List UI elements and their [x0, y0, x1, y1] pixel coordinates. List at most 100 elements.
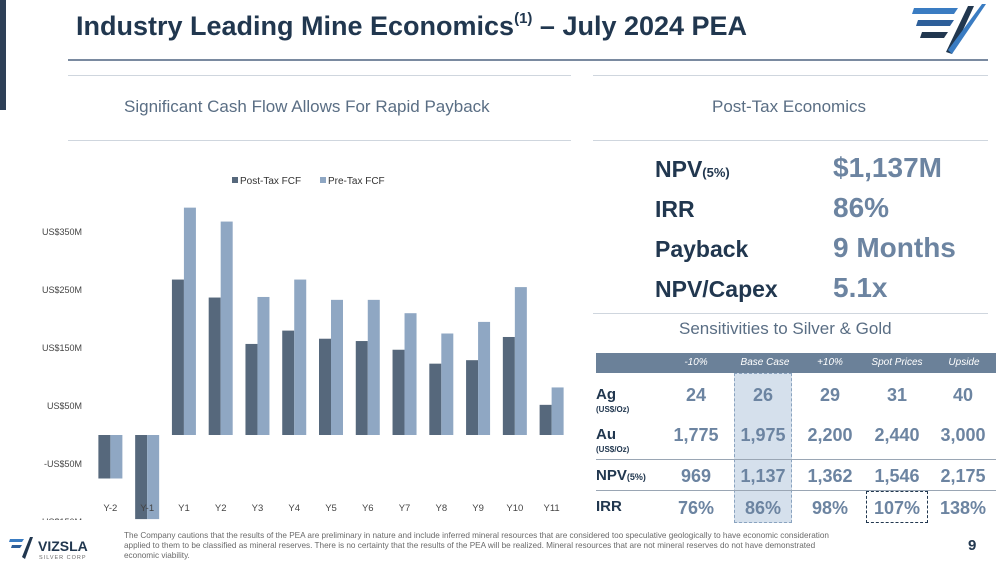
y-tick-label: US$50M — [47, 401, 82, 411]
table-cell: 40 — [952, 385, 974, 405]
disclaimer-text: The Company cautions that the results of… — [124, 531, 829, 560]
table-cell: 107% — [873, 498, 921, 518]
metric-label: NPV/Capex — [655, 276, 778, 302]
vizsla-logo-icon: VIZSLA SILVER CORP — [9, 537, 88, 561]
bar-pre-tax-y10 — [514, 287, 527, 435]
bar-post-tax-y8 — [429, 363, 442, 435]
col-header: -10% — [684, 357, 708, 368]
chart-section-heading: Significant Cash Flow Allows For Rapid P… — [124, 97, 490, 116]
col-header: Spot Prices — [871, 357, 923, 368]
right-head-rule — [593, 140, 988, 141]
x-tick-label: Y3 — [252, 503, 264, 514]
table-cell: 1,362 — [807, 466, 853, 486]
table-divider — [596, 490, 996, 491]
bar-pre-tax-y-1 — [147, 435, 160, 520]
col-header: +10% — [817, 357, 843, 368]
x-tick-label: Y6 — [362, 503, 374, 514]
y-tick-label: US$250M — [42, 285, 82, 295]
bar-pre-tax-y-2 — [110, 435, 123, 479]
logo-sub: SILVER CORP — [39, 555, 87, 561]
x-tick-label: Y1 — [178, 503, 190, 514]
metric-value: 9 Months — [833, 232, 956, 263]
bar-post-tax-y4 — [282, 330, 295, 435]
row-label-ag: Ag — [596, 386, 616, 403]
bar-post-tax-y2 — [208, 297, 221, 435]
table-cell: 1,546 — [874, 466, 920, 486]
table-cell: 29 — [819, 385, 841, 405]
col-header: Upside — [948, 357, 980, 368]
bar-post-tax-y11 — [539, 404, 552, 435]
bar-post-tax-y6 — [355, 341, 368, 435]
x-tick-label: Y11 — [544, 503, 560, 514]
bar-post-tax-y10 — [502, 336, 515, 435]
legend-label: Pre-Tax FCF — [328, 176, 385, 187]
bar-post-tax-y-2 — [98, 435, 111, 479]
table-cell: 3,000 — [940, 425, 986, 445]
right-top-rule — [593, 75, 988, 76]
bar-post-tax-y3 — [245, 343, 258, 435]
bar-pre-tax-y7 — [404, 313, 417, 435]
left-head-rule — [68, 140, 571, 141]
legend-swatch — [320, 177, 326, 183]
metric-value: 86% — [833, 192, 890, 223]
table-divider — [596, 459, 996, 460]
table-cell: 24 — [685, 385, 707, 405]
table-cell: 31 — [886, 385, 908, 405]
metric-npv: NPV(5%) $1,137M — [655, 152, 995, 192]
metric-npv-capex: NPV/Capex 5.1x — [655, 272, 995, 312]
x-tick-label: Y7 — [399, 503, 411, 514]
table-cell: 26 — [752, 385, 774, 405]
bar-post-tax-y1 — [171, 279, 184, 435]
economics-section-heading: Post-Tax Economics — [712, 97, 866, 116]
x-tick-label: Y10 — [506, 503, 523, 514]
table-cell: 138% — [939, 498, 987, 518]
x-tick-label: Y8 — [435, 503, 447, 514]
metric-label: NPV(5%) — [655, 156, 730, 182]
table-cell: 1,137 — [740, 466, 786, 486]
row-unit: (US$/Oz) — [596, 445, 630, 454]
base-case-highlight — [734, 373, 792, 523]
table-cell: 98% — [811, 498, 849, 518]
x-tick-label: Y9 — [472, 503, 484, 514]
metric-label: IRR — [655, 196, 695, 222]
sensitivities-heading: Sensitivities to Silver & Gold — [679, 319, 892, 338]
table-cell: 2,200 — [807, 425, 853, 445]
sens-top-rule — [593, 313, 988, 314]
table-cell: 2,440 — [874, 425, 920, 445]
col-header: Base Case — [740, 357, 790, 368]
accent-bar — [0, 0, 6, 110]
legend-swatch — [232, 177, 238, 183]
table-cell: 1,975 — [740, 425, 786, 445]
spot-price-highlight — [866, 491, 928, 523]
bar-pre-tax-y8 — [441, 333, 454, 435]
bar-pre-tax-y2 — [220, 221, 233, 435]
bar-pre-tax-y1 — [183, 207, 196, 435]
bar-post-tax-y5 — [319, 338, 331, 435]
metric-irr: IRR 86% — [655, 192, 995, 232]
x-tick-label: Y-1 — [140, 503, 154, 514]
table-cell: 86% — [744, 498, 782, 518]
x-tick-label: Y-2 — [103, 503, 117, 514]
cash-flow-chart: Y-2 Y-1 Y1 Y2 Y3 Y4 Y5 Y6 Y7 Y8 Y9 Y10 Y11 -US$150M -U… — [39, 176, 564, 520]
bar-pre-tax-y11 — [551, 387, 564, 435]
metric-payback: Payback 9 Months — [655, 232, 995, 272]
footer: VIZSLA SILVER CORP The Company cautions … — [0, 527, 1000, 565]
metric-value: 5.1x — [833, 272, 888, 303]
table-cell: 969 — [680, 466, 712, 486]
table-cell: 76% — [677, 498, 715, 518]
bar-pre-tax-y5 — [331, 299, 343, 435]
left-top-rule — [68, 75, 571, 76]
row-label-au: Au — [596, 426, 616, 443]
page-number: 9 — [968, 537, 977, 554]
table-cell: 1,775 — [673, 425, 719, 445]
page-title: Industry Leading Mine Economics(1) – Jul… — [76, 10, 748, 41]
row-unit: (US$/Oz) — [596, 405, 630, 414]
sensitivity-table-header: -10% Base Case +10% Spot Prices Upside — [596, 353, 996, 373]
bar-post-tax-y-1 — [135, 435, 148, 520]
title-divider — [68, 59, 988, 61]
company-logo-icon — [912, 4, 986, 54]
bar-post-tax-y9 — [466, 360, 479, 435]
x-tick-label: Y2 — [215, 503, 227, 514]
logo-name: VIZSLA — [38, 538, 88, 554]
row-label-npv: NPV(5%) — [596, 467, 646, 484]
